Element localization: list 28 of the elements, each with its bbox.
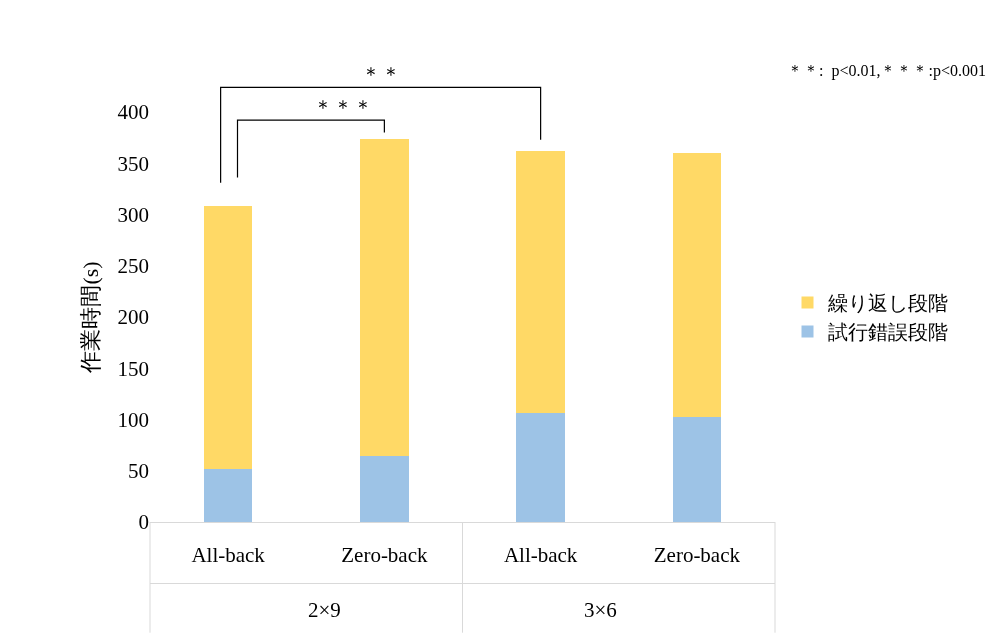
- text: ＊＊: p<0.01,＊＊＊:p<0.001: [787, 62, 986, 80]
- text: 2×9: [308, 598, 341, 622]
- y-tick-label: 50: [128, 459, 149, 484]
- legend-label: 試行錯誤段階: [827, 321, 948, 344]
- bar: [203, 468, 253, 522]
- bar: [516, 150, 565, 414]
- y-tick-label: 150: [117, 356, 149, 381]
- bar: [672, 153, 722, 418]
- bar: [672, 417, 722, 522]
- x-tick-label: All-back: [191, 543, 266, 568]
- y-tick-label: 100: [117, 407, 149, 432]
- y-tick-label: 250: [117, 254, 149, 279]
- x-tick-label: Zero-back: [341, 543, 429, 568]
- annotation: ＊＊＊: [313, 96, 373, 118]
- text: ＊＊: [361, 63, 401, 85]
- y-tick-label: 350: [117, 151, 149, 176]
- bar: [203, 206, 253, 469]
- y-tick-label: 300: [117, 202, 149, 227]
- x-tick-label: Zero-back: [653, 543, 741, 568]
- y-tick-label: 0: [138, 510, 149, 535]
- x-tick-label: All-back: [503, 543, 578, 568]
- bar: [516, 413, 565, 522]
- text: 3×6: [584, 598, 617, 622]
- legend-label: 繰り返し段階: [826, 292, 948, 315]
- y-tick-label: 400: [117, 100, 149, 125]
- y-axis-title: 作業時間(s): [78, 261, 104, 374]
- y-tick-label: 200: [117, 305, 149, 330]
- bar: [360, 456, 409, 522]
